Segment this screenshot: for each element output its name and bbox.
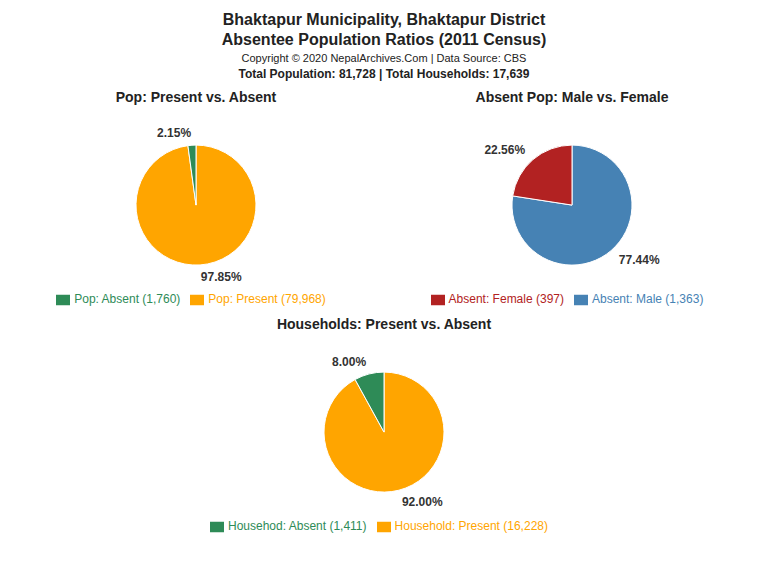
svg-text:8.00%: 8.00% (332, 355, 366, 369)
html-text:Absent: Male (1,363): Absent: Male (1,363) (592, 292, 704, 307)
html-text:Household: Present (16,228): Household: Present (16,228) (394, 519, 548, 534)
html-text:Pop: Present (79,968): Pop: Present (79,968) (208, 292, 326, 307)
svg-text:2.15%: 2.15% (157, 126, 191, 140)
html-text:Households: Present vs. Absent: Households: Present vs. Absent (276, 316, 492, 332)
svg-text:97.85%: 97.85% (201, 270, 242, 284)
html-text:Absentee Population Ratios (20: Absentee Population Ratios (2011 Census) (221, 31, 547, 48)
html-text:Bhaktapur Municipality, Bhakta: Bhaktapur Municipality, Bhaktapur Distri… (222, 11, 546, 28)
html-text:Copyright © 2020 NepalArchives: Copyright © 2020 NepalArchives.Com | Dat… (241, 52, 527, 64)
html-text:Pop: Absent (1,760): Pop: Absent (1,760) (74, 292, 181, 307)
html-text:Househod: Absent (1,411): Househod: Absent (1,411) (228, 519, 367, 534)
html-text:Absent Pop: Male vs. Female: Absent Pop: Male vs. Female (475, 89, 669, 105)
svg-text:92.00%: 92.00% (402, 495, 443, 509)
svg-text:77.44%: 77.44% (619, 253, 660, 267)
html-text:Absent: Female (397): Absent: Female (397) (448, 292, 564, 307)
html-text:Total Population: 81,728 | Tot: Total Population: 81,728 | Total Househo… (238, 67, 530, 81)
svg-text:22.56%: 22.56% (484, 143, 525, 157)
html-text:Pop: Present vs. Absent: Pop: Present vs. Absent (115, 89, 277, 105)
